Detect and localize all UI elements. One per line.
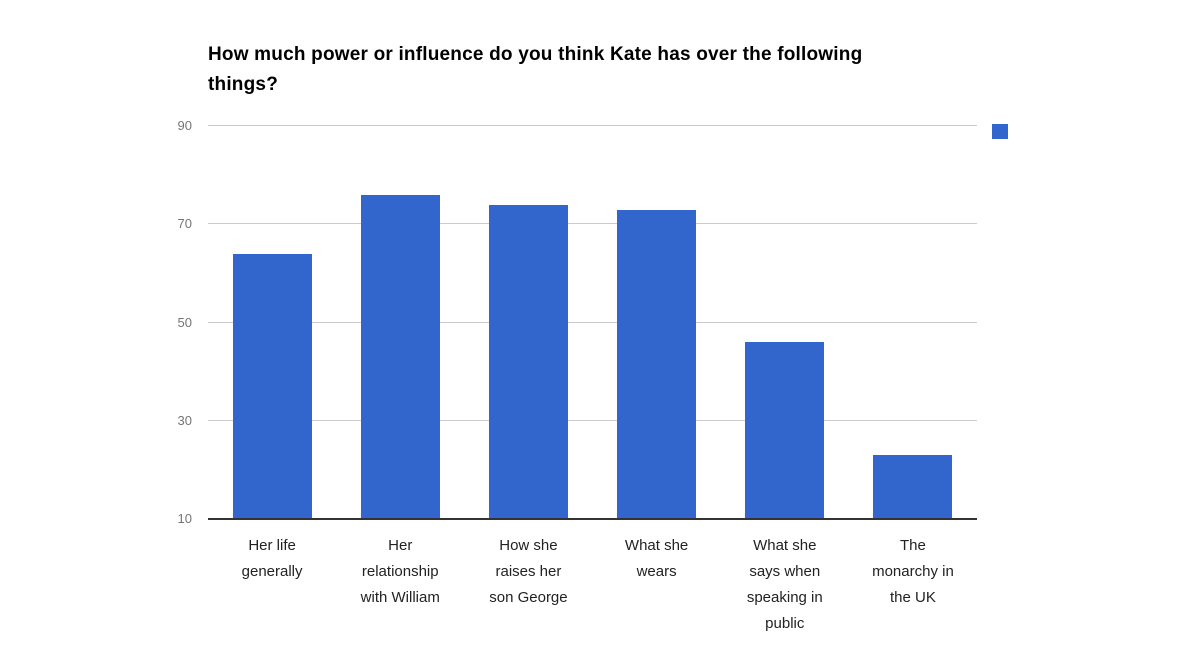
y-tick-label: 30 [177,412,192,428]
bar-cell [336,126,464,519]
plot-area [208,125,977,520]
x-axis-label-1: Her life generally [241,537,303,580]
y-tick-label: 10 [177,511,192,526]
bars-container [208,126,977,519]
x-axis-label-5: What she says when speaking in public [746,537,823,632]
x-axis-label-2: Her relationship with William [360,537,440,606]
y-tick-label: 70 [177,216,192,232]
y-tick-label: 50 [177,314,192,330]
bar-cell [208,126,336,519]
legend [992,124,1008,139]
y-tick-label: 90 [177,118,192,133]
bar-4[interactable] [617,209,697,519]
bar-cell [593,126,721,519]
gridline [208,125,977,126]
x-axis-label-3: How she raises her son George [489,537,568,606]
gridline [208,223,977,225]
bar-cell [721,126,849,519]
gridline [208,419,977,421]
bar-cell [464,126,592,519]
gridline [208,321,977,323]
x-axis-label-6: The monarchy in the UK [872,537,954,606]
chart-title: How much power or influence do you think… [208,44,863,95]
x-axis-label-4: What she wears [624,537,689,580]
legend-series-swatch[interactable] [992,124,1008,139]
bar-6[interactable] [873,455,953,519]
bar-cell [849,126,977,519]
bar-3[interactable] [488,204,568,519]
y-axis-labels: 10 30 50 70 90 [110,118,200,526]
x-axis-line [208,518,977,520]
x-axis-labels: Her life generally Her relationship with … [208,533,977,637]
bar-5[interactable] [745,342,825,519]
bar-1[interactable] [232,253,312,519]
bar-2[interactable] [360,194,440,519]
